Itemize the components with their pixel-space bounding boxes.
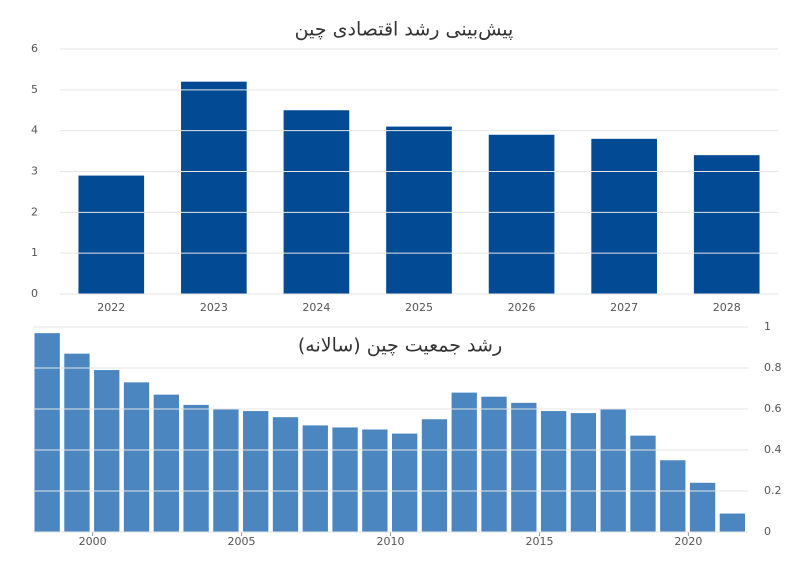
x-tick-label: 2024 — [302, 301, 330, 314]
y-tick-label: 0.2 — [764, 484, 782, 497]
y-tick-label: 1 — [31, 246, 38, 259]
x-tick-label: 2020 — [674, 535, 702, 548]
chart-title: پیش‌بینی رشد اقتصادی چین — [295, 19, 514, 41]
bar — [332, 427, 358, 532]
y-tick-label: 5 — [31, 83, 38, 96]
y-tick-label: 0 — [31, 287, 38, 300]
x-tick-label: 2015 — [525, 535, 553, 548]
y-tick-label: 3 — [31, 165, 38, 178]
bar — [243, 411, 269, 532]
y-tick-label: 2 — [31, 205, 38, 218]
bar — [272, 417, 299, 532]
bar — [213, 409, 239, 532]
x-tick-label: 2025 — [405, 301, 433, 314]
bar — [123, 382, 150, 532]
bar — [94, 370, 120, 532]
bar — [591, 138, 657, 294]
bar — [64, 353, 90, 532]
chart-title: رشد جمعیت چین (سالانه) — [298, 335, 502, 357]
bar — [391, 433, 418, 532]
bar — [540, 411, 567, 532]
y-tick-label: 0.6 — [764, 402, 782, 415]
x-tick-label: 2005 — [228, 535, 256, 548]
y-tick-label: 0.4 — [764, 443, 782, 456]
bar — [660, 460, 686, 532]
bar — [153, 394, 179, 532]
bar — [511, 402, 537, 532]
bar — [600, 409, 626, 532]
bar — [283, 110, 350, 294]
bar — [719, 513, 746, 532]
y-tick-label: 6 — [31, 42, 38, 55]
bar — [183, 404, 209, 532]
bar — [421, 419, 448, 532]
bar — [34, 333, 60, 532]
x-tick-label: 2010 — [377, 535, 405, 548]
bar — [181, 81, 247, 295]
bar — [693, 155, 760, 294]
x-tick-label: 2028 — [713, 301, 741, 314]
x-tick-label: 2022 — [97, 301, 125, 314]
y-tick-label: 1 — [764, 320, 771, 333]
bar — [689, 482, 716, 532]
bar — [630, 435, 656, 532]
bar — [362, 429, 388, 532]
bar — [481, 396, 507, 532]
y-tick-label: 0.8 — [764, 361, 782, 374]
x-tick-label: 2000 — [79, 535, 107, 548]
bar — [386, 126, 452, 294]
bar — [570, 413, 597, 532]
y-tick-label: 0 — [764, 525, 771, 538]
y-tick-label: 4 — [31, 124, 38, 137]
bar — [451, 392, 477, 532]
x-tick-label: 2027 — [610, 301, 638, 314]
bar — [302, 425, 328, 532]
x-tick-label: 2026 — [508, 301, 536, 314]
bar — [78, 175, 145, 294]
bar — [488, 134, 555, 294]
x-tick-label: 2023 — [200, 301, 228, 314]
